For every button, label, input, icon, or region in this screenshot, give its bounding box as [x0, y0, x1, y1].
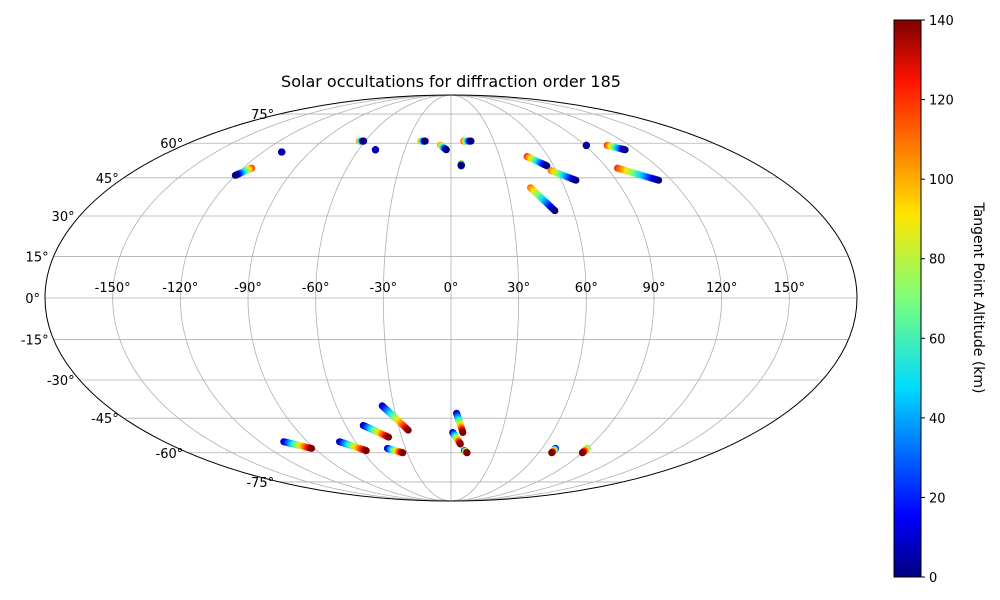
- occultation-point: [463, 449, 471, 457]
- occultation-point: [551, 207, 559, 215]
- occultation-point: [655, 176, 663, 184]
- occultation-point: [456, 440, 464, 448]
- occultation-point: [459, 429, 467, 437]
- colorbar-tick-label: 100: [929, 173, 954, 188]
- latitude-tick-label: -75°: [246, 476, 274, 491]
- occultation-point: [360, 137, 368, 145]
- occultation-point: [457, 162, 465, 170]
- colorbar-tick-label: 0: [929, 571, 937, 586]
- latitude-tick-label: 30°: [52, 210, 75, 225]
- latitude-tick-label: -60°: [156, 447, 184, 462]
- latitude-tick-label: 0°: [25, 292, 40, 307]
- occultation-point: [371, 146, 379, 154]
- colorbar-tick-label: 140: [929, 14, 954, 29]
- longitude-tick-label: 30°: [507, 281, 530, 296]
- occultation-points: [231, 137, 663, 457]
- latitude-tick-label: 15°: [26, 250, 49, 265]
- longitude-tick-label: -120°: [162, 281, 198, 296]
- occultation-point: [278, 148, 286, 156]
- occultation-point: [442, 146, 450, 154]
- longitude-tick-label: 60°: [575, 281, 598, 296]
- longitude-tick-label: -30°: [369, 281, 397, 296]
- latitude-tick-label: -45°: [91, 412, 119, 427]
- colorbar-tick-label: 120: [929, 94, 954, 109]
- occultation-point: [621, 146, 629, 154]
- occultation-point: [385, 433, 393, 441]
- colorbar-tick-label: 60: [929, 332, 946, 347]
- occultation-point: [467, 137, 475, 145]
- latitude-tick-label: -30°: [47, 374, 75, 389]
- longitude-tick-label: 120°: [706, 281, 737, 296]
- longitude-tick-label: -60°: [302, 281, 330, 296]
- occultation-point: [421, 137, 429, 145]
- colorbar-label: Tangent Point Altitude (km): [970, 201, 986, 393]
- chart-title: Solar occultations for diffraction order…: [281, 72, 621, 91]
- longitude-tick-label: -90°: [234, 281, 262, 296]
- longitude-tick-label: 0°: [444, 281, 459, 296]
- colorbar-tick-label: 20: [929, 491, 946, 506]
- latitude-tick-labels: -75° -60° -45° -30° -15° 0° 15° 30° 45° 60° 75°: [21, 108, 274, 491]
- latitude-tick-label: -15°: [21, 334, 49, 349]
- colorbar-tick-label: 40: [929, 412, 946, 427]
- occultation-point: [582, 141, 590, 149]
- occultation-point: [548, 449, 556, 457]
- longitude-tick-label: 150°: [774, 281, 805, 296]
- longitude-tick-label: 90°: [642, 281, 665, 296]
- colorbar-tick-label: 80: [929, 253, 946, 268]
- occultation-point: [399, 449, 407, 457]
- colorbar: [893, 19, 922, 578]
- occultation-point: [362, 447, 370, 455]
- latitude-tick-label: 45°: [96, 172, 119, 187]
- longitude-tick-labels: -150° -120° -90° -60° -30° 0° 30° 60° 90° 120° 150…: [95, 281, 805, 296]
- occultation-point: [231, 171, 239, 179]
- map-outline: [44, 94, 858, 502]
- latitude-tick-label: 60°: [160, 137, 183, 152]
- latitude-tick-label: 75°: [251, 108, 274, 123]
- occultation-point: [308, 444, 316, 452]
- occultation-point: [404, 426, 412, 434]
- colorbar-ticks: 0 20 40 60 80 100 120 140: [921, 14, 954, 586]
- occultation-point: [578, 449, 586, 457]
- graticule: [45, 95, 857, 501]
- occultation-point: [572, 176, 580, 184]
- longitude-tick-label: -150°: [95, 281, 131, 296]
- occultation-point: [543, 162, 551, 170]
